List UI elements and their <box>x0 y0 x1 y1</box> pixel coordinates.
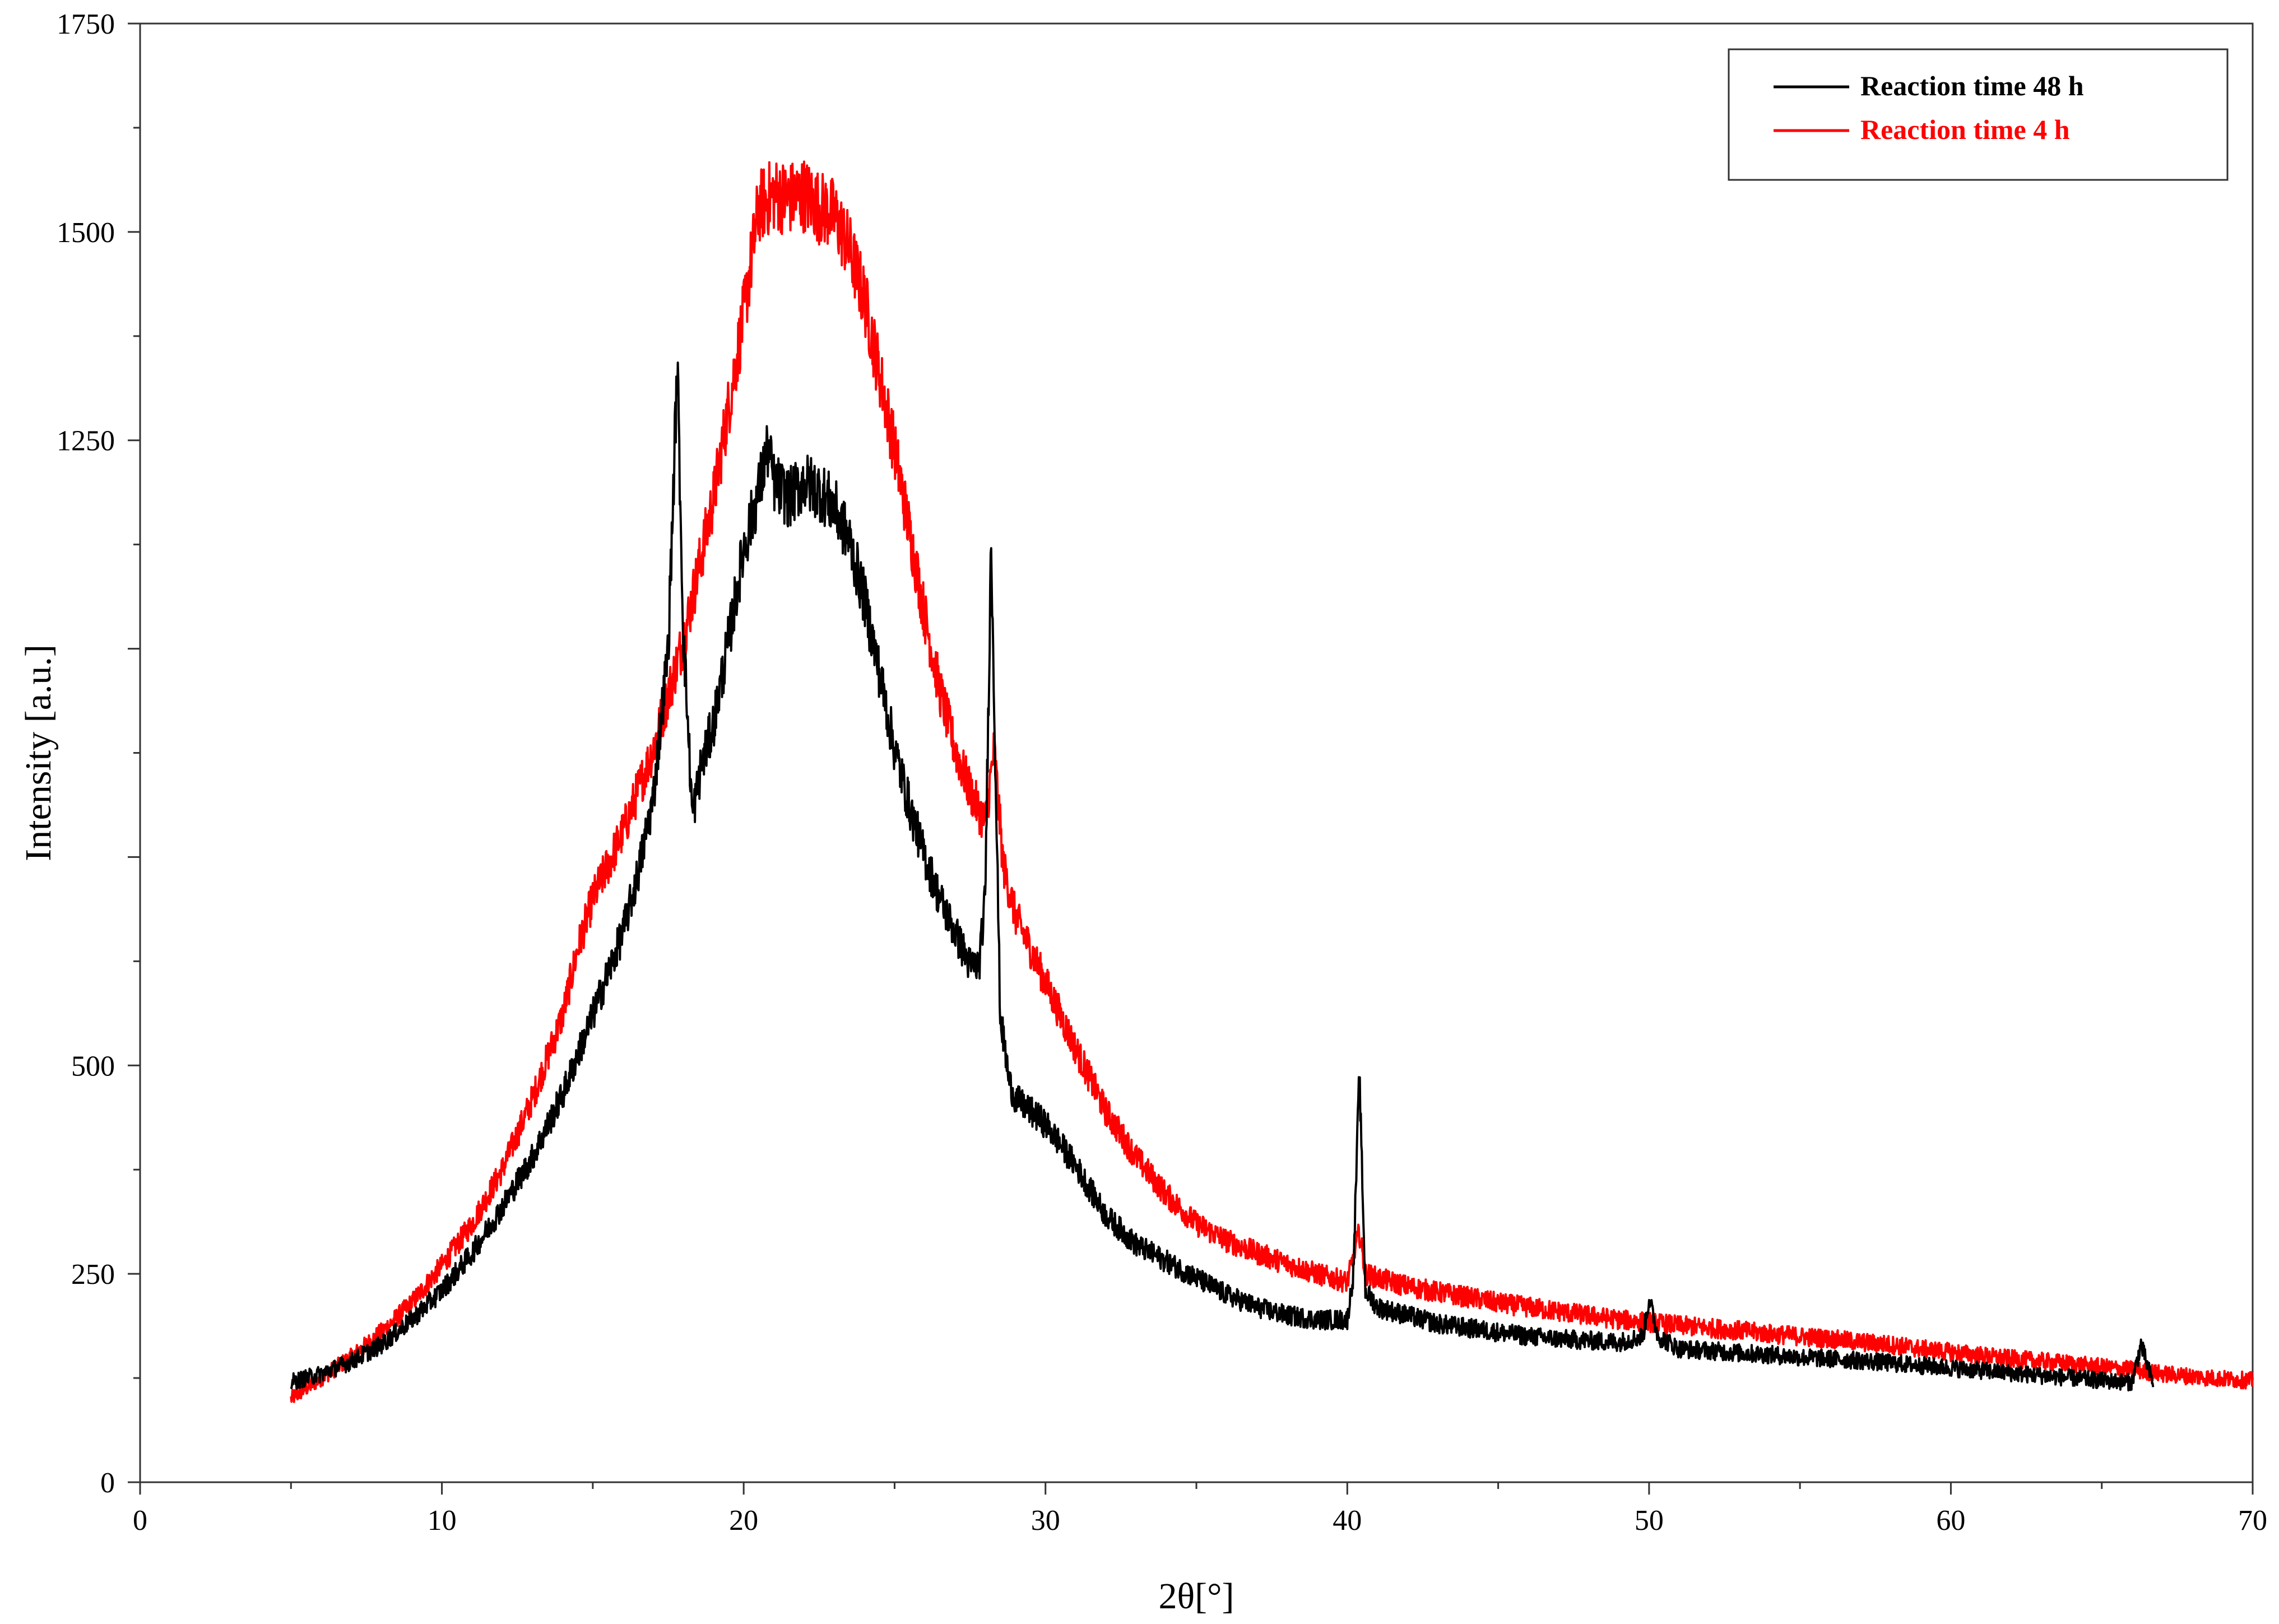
x-axis-label: 2θ[°] <box>1159 1576 1234 1617</box>
series-line-reaction-time-48-h <box>290 361 2155 1391</box>
x-tick-label: 60 <box>1936 1505 1965 1537</box>
series-line-reaction-time-4-h <box>290 160 2254 1403</box>
x-tick-label: 0 <box>133 1505 147 1537</box>
x-tick-label: 20 <box>729 1505 758 1537</box>
x-tick-label: 40 <box>1333 1505 1362 1537</box>
y-tick-label: 1250 <box>57 425 115 457</box>
legend: Reaction time 48 h Reaction time 4 h <box>1728 48 2229 181</box>
y-tick-label: 0 <box>100 1467 115 1499</box>
y-tick-label: 1500 <box>57 217 115 249</box>
legend-label-reaction-time-48-h: Reaction time 48 h <box>1860 70 2084 101</box>
y-tick-label: 500 <box>71 1050 115 1082</box>
legend-box <box>1728 48 2229 181</box>
plot-frame <box>139 22 2254 1483</box>
y-axis: 0 250 500 1250 1500 1750 <box>57 8 140 1499</box>
x-tick-label: 10 <box>428 1505 457 1537</box>
y-tick-label: 250 <box>71 1259 115 1291</box>
x-tick-label: 50 <box>1635 1505 1664 1537</box>
x-axis: 0 10 20 30 40 50 60 70 <box>133 1482 2267 1537</box>
x-tick-label: 70 <box>2238 1505 2267 1537</box>
y-tick-label: 1750 <box>57 8 115 40</box>
y-axis-label: Intensity [a.u.] <box>18 644 59 861</box>
legend-label-reaction-time-4-h: Reaction time 4 h <box>1860 114 2070 145</box>
plot-border <box>139 22 2254 1483</box>
series-layer <box>290 160 2254 1403</box>
x-tick-label: 30 <box>1031 1505 1060 1537</box>
